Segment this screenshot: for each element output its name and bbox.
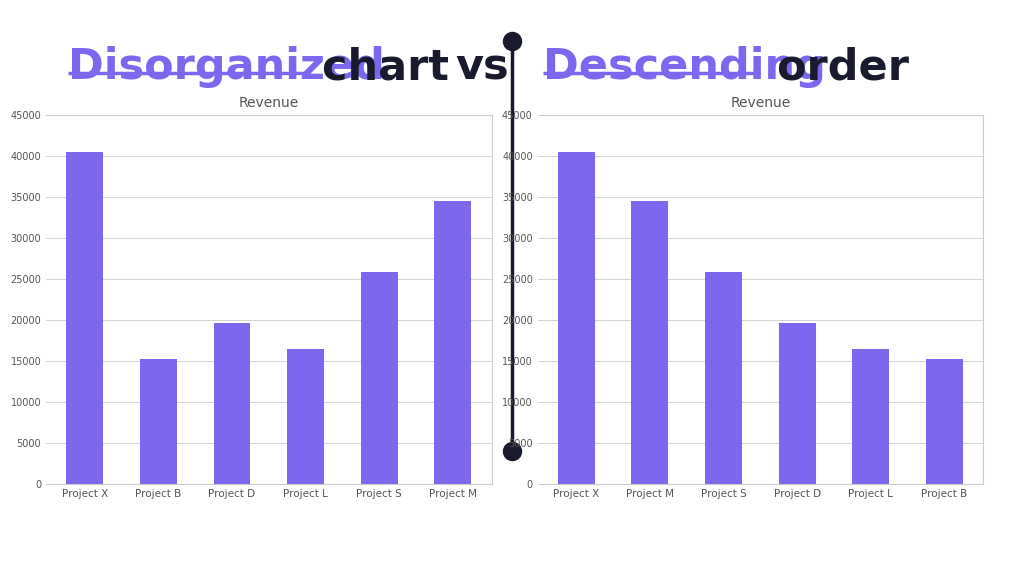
Bar [360,272,397,484]
Title: Revenue: Revenue [730,96,791,110]
Title: Revenue: Revenue [239,96,299,110]
Text: order: order [762,46,909,88]
Bar [140,359,177,484]
Bar [67,152,103,484]
Bar [632,201,669,484]
Text: Descending: Descending [543,46,826,88]
Bar [287,348,324,484]
Text: chart: chart [307,46,449,88]
Bar [926,359,963,484]
Text: Disorganized: Disorganized [68,46,385,88]
Bar [558,152,595,484]
Bar [706,272,742,484]
Bar [778,323,815,484]
Bar [852,348,889,484]
Bar [434,201,471,484]
Bar [214,323,251,484]
Text: vs: vs [455,46,509,88]
